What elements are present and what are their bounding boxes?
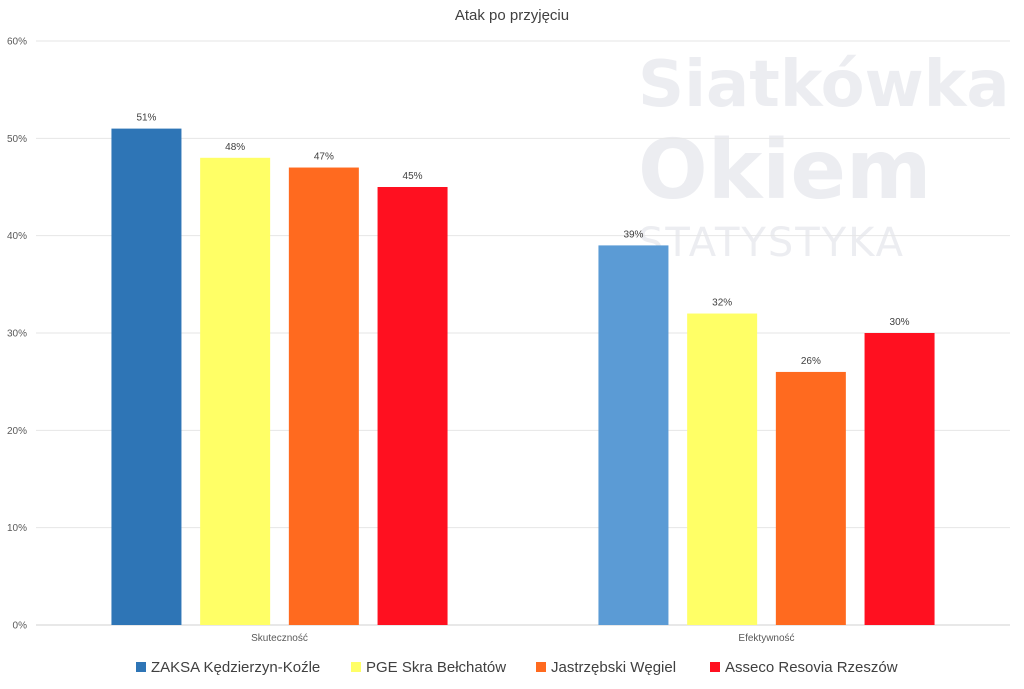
data-label: 32% [712, 298, 732, 309]
legend-label: PGE Skra Bełchatów [366, 659, 506, 676]
legend-label: Jastrzębski Węgiel [551, 659, 676, 676]
legend-swatch [136, 662, 146, 672]
data-label: 47% [314, 152, 334, 163]
legend-item: Jastrzębski Węgiel [536, 659, 676, 676]
legend: ZAKSA Kędzierzyn-Koźle PGE Skra Bełchatów… [136, 659, 898, 676]
y-tick-label: 40% [7, 231, 27, 242]
legend-item: ZAKSA Kędzierzyn-Koźle [136, 659, 320, 676]
data-label: 48% [225, 142, 245, 153]
y-tick-label: 0% [13, 621, 28, 632]
chart-title: Atak po przyjęciu [455, 7, 569, 24]
bar [377, 187, 448, 625]
x-category-label: Efektywność [738, 633, 794, 644]
legend-label: Asseco Resovia Rzeszów [725, 659, 898, 676]
bar [864, 333, 935, 625]
bar [288, 167, 359, 626]
y-tick-label: 30% [7, 329, 27, 340]
watermark-line-1: Siatkówka [638, 48, 1010, 122]
legend-swatch [710, 662, 720, 672]
legend-swatch [536, 662, 546, 672]
bar [200, 157, 271, 626]
data-label: 39% [623, 229, 643, 240]
data-labels: 51% 48% 47% 45% 39% 32% 26% 30% [136, 113, 909, 367]
y-tick-label: 60% [7, 37, 27, 48]
y-tick-label: 10% [7, 523, 27, 534]
y-tick-label: 20% [7, 426, 27, 437]
bar [775, 371, 846, 625]
legend-item: PGE Skra Bełchatów [351, 659, 506, 676]
gridlines [36, 40, 1010, 626]
data-label: 30% [890, 317, 910, 328]
bar [598, 245, 669, 625]
bars [111, 128, 935, 626]
bar [111, 128, 182, 625]
x-category-label: Skuteczność [251, 633, 308, 644]
watermark-line-3: STATYSTYKA [638, 220, 905, 266]
legend-label: ZAKSA Kędzierzyn-Koźle [151, 659, 320, 676]
y-axis-ticks: 0% 10% 20% 30% 40% 50% 60% [7, 37, 27, 632]
watermark-line-2: Okiem [638, 123, 931, 218]
bar [687, 313, 758, 625]
y-tick-label: 50% [7, 134, 27, 145]
legend-item: Asseco Resovia Rzeszów [710, 659, 898, 676]
watermark-logo: Siatkówka Okiem STATYSTYKA [638, 48, 1010, 266]
x-axis-categories: Skuteczność Efektywność [251, 633, 794, 644]
legend-swatch [351, 662, 361, 672]
data-label: 51% [136, 113, 156, 124]
data-label: 26% [801, 356, 821, 367]
data-label: 45% [403, 171, 423, 182]
